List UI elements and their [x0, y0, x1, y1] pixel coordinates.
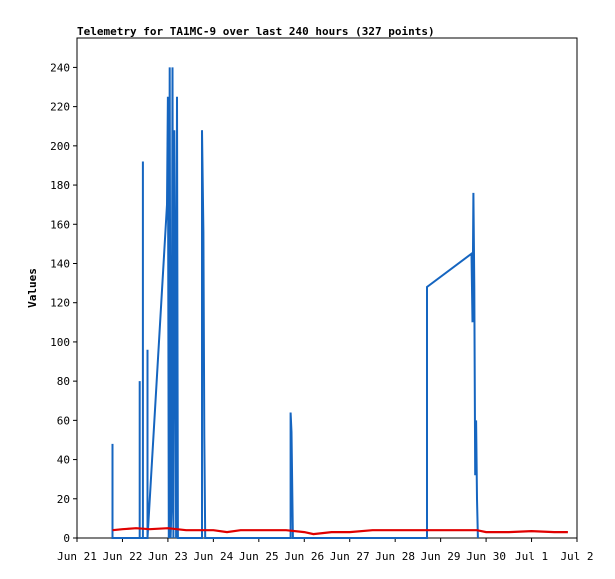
- y-tick-label: 60: [57, 414, 70, 427]
- y-tick-label: 240: [50, 61, 70, 74]
- x-tick-label: Jun 21: [57, 550, 97, 563]
- x-tick-label: Jun 27: [330, 550, 370, 563]
- x-tick-label: Jun 26: [284, 550, 324, 563]
- x-tick-label: Jun 29: [421, 550, 461, 563]
- series-line-red: [112, 527, 568, 536]
- y-tick-label: 160: [50, 218, 70, 231]
- y-tick-label: 20: [57, 493, 70, 506]
- y-tick-label: 40: [57, 454, 70, 467]
- y-tick-label: 100: [50, 336, 70, 349]
- y-axis-label: Values: [26, 268, 39, 308]
- x-tick-label: Jun 24: [193, 550, 233, 563]
- x-tick-label: Jun 25: [239, 550, 279, 563]
- x-tick-label: Jun 28: [375, 550, 415, 563]
- y-tick-label: 140: [50, 257, 70, 270]
- series-line-blue: [111, 67, 479, 539]
- y-tick-label: 0: [63, 532, 70, 545]
- x-tick-label: Jun 30: [466, 550, 506, 563]
- y-tick-label: 80: [57, 375, 70, 388]
- x-axis: Jun 21 Jun 22 Jun 23 Jun 24 Jun 25 Jun 26 Jun …: [57, 538, 594, 563]
- y-tick-label: 120: [50, 297, 70, 310]
- series-layer: [111, 67, 568, 539]
- x-tick-label: Jun 23: [148, 550, 188, 563]
- plot-frame: [76, 37, 578, 539]
- y-tick-label: 180: [50, 179, 70, 192]
- y-axis: 0 20 40 60 80 100 120 140 160 180 200 220 240: [50, 61, 77, 545]
- chart-title: Telemetry for TA1MC-9 over last 240 hour…: [77, 25, 435, 38]
- x-tick-label: Jun 22: [103, 550, 143, 563]
- x-tick-label: Jul 2: [560, 550, 593, 563]
- y-tick-label: 200: [50, 140, 70, 153]
- x-tick-label: Jul 1: [515, 550, 548, 563]
- y-tick-label: 220: [50, 101, 70, 114]
